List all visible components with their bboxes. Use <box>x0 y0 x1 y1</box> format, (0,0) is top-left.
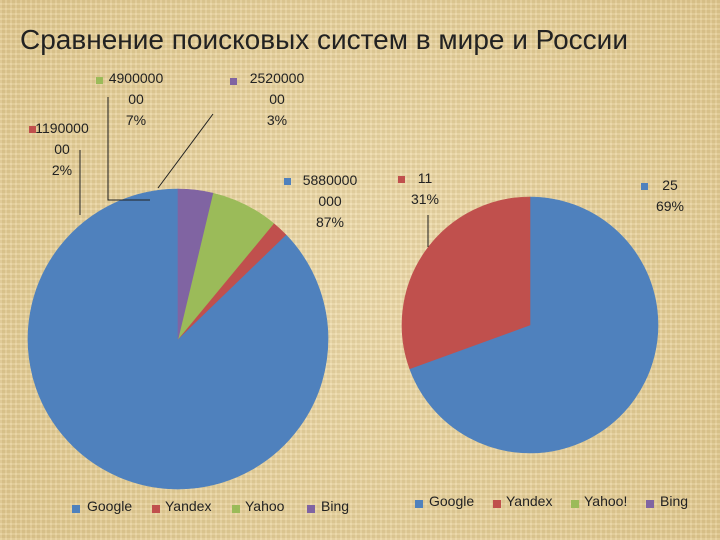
data-label-marker <box>230 78 237 85</box>
data-label-marker <box>284 178 291 185</box>
legend-marker <box>493 500 501 508</box>
legend-entry: Bing <box>660 493 688 509</box>
data-label: 00 <box>128 91 144 107</box>
data-label: 00 <box>54 141 70 157</box>
data-label: 3% <box>267 112 287 128</box>
data-label: 69% <box>656 198 684 214</box>
data-label-marker <box>398 176 405 183</box>
data-label-marker <box>29 126 36 133</box>
legend-marker <box>152 505 160 513</box>
legend-marker <box>72 505 80 513</box>
legend-entry: Bing <box>321 498 349 514</box>
pie-chart-1: 5880000 000 87% 1190000 00 2% 4900000 00 7% 25200… <box>27 70 358 514</box>
legend: Google Yandex Yahoo Bing <box>72 498 349 514</box>
slide-title: Сравнение поисковых систем в мире и Росс… <box>20 24 628 55</box>
legend-entry: Yahoo! <box>584 493 627 509</box>
legend-entry: Google <box>429 493 474 509</box>
data-label: 31% <box>411 191 439 207</box>
data-label: 11 <box>418 170 433 186</box>
pie-slice-bing <box>177 188 214 340</box>
data-label: 00 <box>269 91 285 107</box>
pie-chart-2: 25 69% 11 31% Google Yandex Yahoo! Bing <box>398 170 688 509</box>
legend-entry: Yandex <box>165 498 211 514</box>
data-label: 4900000 <box>109 70 164 86</box>
data-label: 5880000 <box>303 172 358 188</box>
legend-entry: Yandex <box>506 493 552 509</box>
legend-marker <box>571 500 579 508</box>
data-label-marker <box>641 183 648 190</box>
pie-slice-google <box>409 196 659 454</box>
data-label: 25 <box>662 177 678 193</box>
legend-marker <box>307 505 315 513</box>
legend-marker <box>646 500 654 508</box>
data-label: 2520000 <box>250 70 305 86</box>
data-label-marker <box>96 77 103 84</box>
legend-entry: Yahoo <box>245 498 285 514</box>
legend-marker <box>232 505 240 513</box>
data-label: 87% <box>316 214 344 230</box>
data-label: 7% <box>126 112 146 128</box>
data-label: 2% <box>52 162 72 178</box>
leader-line <box>157 113 214 189</box>
legend-entry: Google <box>87 498 132 514</box>
data-label: 1190000 <box>35 120 89 136</box>
pie-slice-yandex <box>401 196 531 370</box>
leader-line <box>107 97 150 201</box>
legend-marker <box>415 500 423 508</box>
legend: Google Yandex Yahoo! Bing <box>415 493 688 509</box>
data-label: 000 <box>318 193 342 209</box>
